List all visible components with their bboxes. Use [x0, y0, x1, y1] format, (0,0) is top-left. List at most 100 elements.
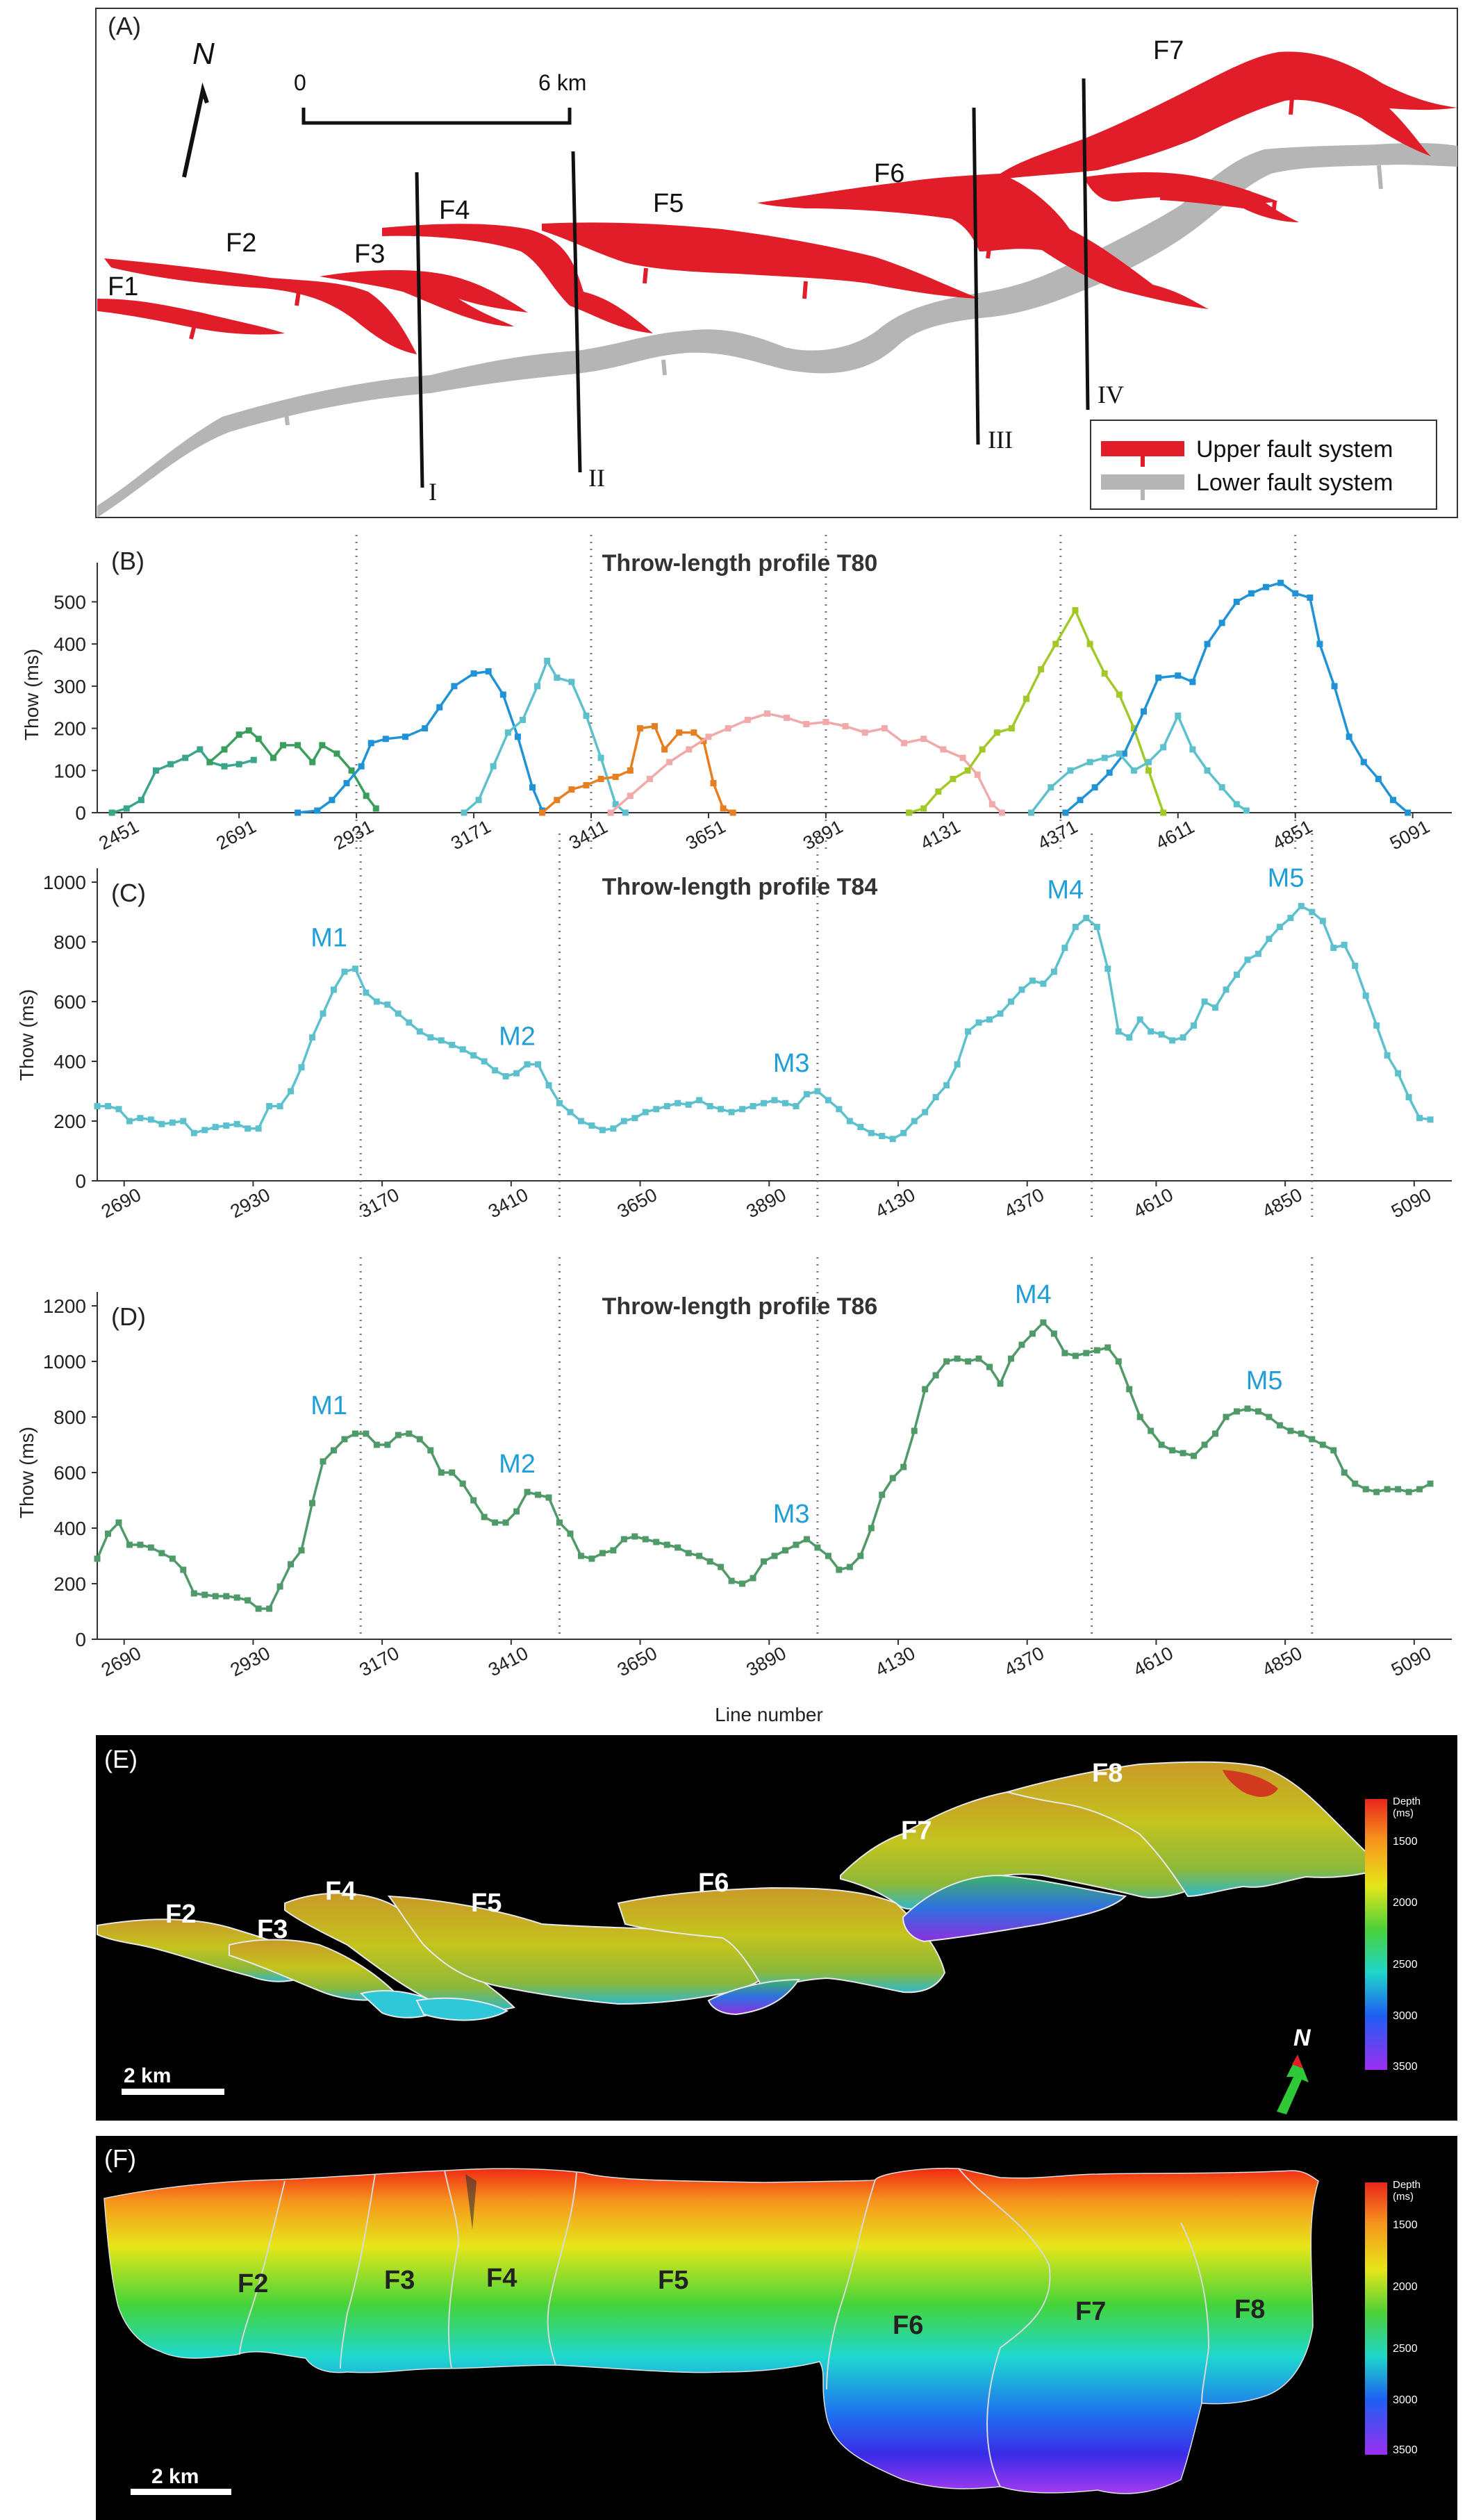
y-tick-label: 0 [75, 802, 86, 824]
data-point [729, 809, 736, 816]
data-point [1086, 759, 1093, 765]
x-tick-label: 2690 [98, 1184, 144, 1222]
panel-label: (C) [111, 879, 146, 907]
data-point [416, 1436, 423, 1443]
data-point [822, 718, 829, 725]
colorbar-e-title: Depth [1393, 1796, 1421, 1807]
data-point [1309, 909, 1316, 915]
data-point [351, 965, 358, 972]
data-point [696, 1097, 703, 1104]
data-point [1223, 986, 1230, 993]
data-point [950, 775, 957, 782]
y-tick-label: 1000 [43, 1351, 86, 1373]
data-point [513, 1070, 520, 1077]
chart-title: Throw-length profile T86 [602, 1293, 878, 1320]
section-line-i [415, 172, 424, 488]
data-point [1062, 809, 1069, 816]
data-point [314, 807, 321, 814]
data-point [674, 1100, 681, 1106]
data-point [1255, 1408, 1261, 1415]
data-point [535, 1491, 542, 1498]
data-point [1223, 1414, 1230, 1420]
colorbar-f-tick: 2000 [1393, 2281, 1418, 2293]
data-point [126, 1541, 133, 1548]
data-point [384, 1441, 391, 1448]
data-point [567, 1530, 574, 1537]
data-point [784, 714, 791, 721]
data-point [169, 1119, 176, 1126]
data-point [1104, 1344, 1111, 1351]
data-point [653, 1539, 660, 1545]
data-point [842, 723, 849, 730]
data-point [1158, 1031, 1165, 1038]
data-point [1048, 784, 1054, 791]
data-point [965, 1028, 972, 1035]
section-line-iv [1082, 78, 1090, 411]
upper-fault-traces [97, 51, 1457, 354]
fault-trace-f2 [104, 258, 417, 354]
north-arrow-e-icon: N [1277, 2025, 1311, 2114]
data-point [920, 805, 927, 812]
data-point [879, 1491, 886, 1498]
data-point [577, 1118, 584, 1125]
data-point [627, 767, 634, 774]
data-point [1050, 968, 1057, 975]
colorbar-e: Depth (ms) 1500 2000 2500 3000 3500 [1365, 1796, 1421, 2073]
data-point [470, 670, 477, 677]
x-tick-label: 3171 [447, 816, 494, 854]
fault-label-f2: F2 [226, 229, 256, 258]
data-point [1115, 1358, 1122, 1365]
data-point [1029, 1330, 1036, 1337]
data-point [158, 1550, 165, 1557]
surface-e-f6 [617, 1887, 946, 1993]
surface-e-f6-deep [707, 1978, 800, 2016]
data-point [1160, 809, 1167, 816]
panel-e-label: (E) [104, 1745, 138, 1773]
data-point [180, 1118, 187, 1125]
data-point [599, 1127, 606, 1134]
x-tick-label: 5090 [1388, 1184, 1434, 1222]
data-point [490, 763, 497, 770]
data-point [1373, 1022, 1380, 1029]
data-point [922, 1109, 929, 1116]
data-point [631, 1533, 638, 1540]
y-tick-label: 200 [53, 718, 86, 740]
surface-f-label-f8: F8 [1234, 2295, 1265, 2324]
section-label-ii: II [588, 464, 605, 492]
data-point [1155, 674, 1162, 681]
data-point [803, 1536, 810, 1543]
data-point [223, 1593, 230, 1600]
x-tick-label: 4130 [872, 1643, 918, 1681]
data-point [1175, 712, 1182, 719]
data-point [901, 740, 908, 747]
x-tick-label: 4130 [872, 1184, 918, 1222]
data-point [1292, 590, 1299, 597]
data-point [206, 759, 213, 765]
data-point [943, 1358, 950, 1365]
data-point [250, 756, 257, 763]
data-point [1007, 1355, 1014, 1362]
data-point [857, 1552, 864, 1559]
x-tick-label: 2931 [330, 816, 376, 854]
data-point [1052, 640, 1059, 647]
x-tick-label: 3650 [614, 1184, 661, 1222]
x-tick-label: 4131 [917, 816, 963, 854]
data-point [459, 1046, 466, 1053]
data-point [750, 1575, 756, 1582]
data-point [686, 746, 693, 753]
data-point [567, 1109, 574, 1116]
data-point [998, 809, 1005, 816]
data-point [94, 1103, 101, 1109]
data-point [988, 801, 995, 808]
data-point [900, 1129, 907, 1136]
data-point [666, 759, 673, 765]
chart-t84: 0 200 400 600 800 1000 2690 2930 3170 3410 3650 389… [16, 834, 1452, 1222]
data-point [545, 1081, 552, 1088]
data-point [1384, 1486, 1391, 1493]
north-e-label: N [1293, 2025, 1311, 2051]
data-point [330, 986, 337, 993]
x-tick-label: 3410 [485, 1643, 531, 1681]
data-point [245, 1125, 251, 1132]
data-point [298, 1547, 305, 1554]
